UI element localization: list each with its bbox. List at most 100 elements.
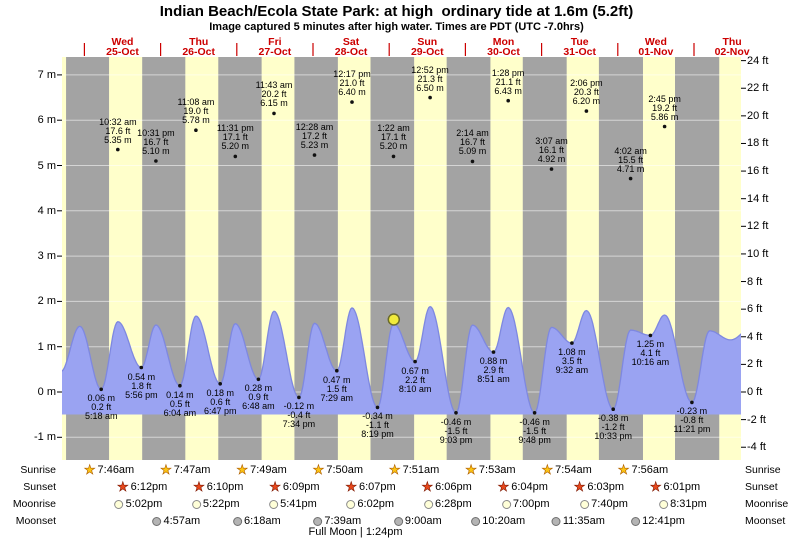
tide-annotation: 1.25 m 4.1 ft 10:16 am [632,340,670,367]
tide-annotation: -0.23 m -0.8 ft 11:21 pm [673,407,710,434]
moonrise-moon-icon [191,499,201,509]
y-axis-label-m: -1 m [34,431,56,444]
y-axis-label-m: 6 m [37,114,56,127]
tide-point-dot [194,128,198,132]
day-label: Wed 01-Nov [638,37,673,58]
moonset-entry: 12:41pm [631,515,685,527]
tide-point-dot [470,159,475,164]
tide-point-dot [491,350,496,354]
tide-point-dot [662,124,667,129]
tide-time-label: 7:34 pm [282,419,316,430]
tide-annotation: 0.54 m 1.8 ft 5:56 pm [125,372,158,400]
y-axis-label-m: 5 m [37,159,56,172]
tide-m-label: -0.46 m [519,416,550,427]
y-axis-label-ft: -4 ft [747,441,766,454]
day-date: 27-Oct [258,46,292,58]
tide-point-dot [648,333,653,338]
tide-point-dot [272,111,276,116]
tide-annotation: 10:32 am 17.6 ft 5.35 m [99,117,137,145]
sunrise-star-icon: ★ [236,462,249,477]
sunrise-star-icon: ★ [160,462,172,477]
sunrise-star-icon: ★ [83,462,96,477]
sunset-star-icon: ★ [345,479,357,494]
y-axis-label-ft: -2 ft [747,413,766,426]
tide-ft-label: 21.0 ft [339,78,365,89]
tide-annotation: 1.08 m 3.5 ft 9:32 am [556,348,589,375]
tide-time-label: 1:22 am [377,123,410,134]
tide-point-dot [116,147,120,152]
tide-m-label: -0.12 m [283,401,315,412]
sunset-entry: ★ 6:09pm [269,480,320,494]
tide-ft-label: 0.5 ft [169,398,190,409]
tide-time-label: 11:43 am [255,80,293,91]
moonrise-moon-icon [423,499,433,509]
tide-annotation: 2:45 pm 19.2 ft 5.86 m [648,93,681,122]
sunset-time: 6:07pm [358,481,396,493]
y-axis-label-ft: 16 ft [747,165,769,178]
tide-ft-label: 19.2 ft [652,102,678,113]
tide-point-dot [549,167,554,171]
tide-ft-label: -0.8 ft [680,415,704,426]
tide-point-dot [628,176,633,181]
tide-m-label: 5.23 m [300,140,329,151]
tide-m-label: 0.06 m [87,393,115,404]
tide-ft-label: 21.1 ft [495,76,521,87]
moonrise-time: 8:31pm [670,498,707,510]
sunrise-star-icon: ★ [388,462,401,477]
tide-time-label: 4:02 am [614,145,647,156]
moonset-time: 7:39am [324,515,362,527]
day-date: 31-Oct [563,46,597,58]
sunrise-entry: ★ 7:46am [83,462,135,477]
tide-annotation: 0.67 m 2.2 ft 8:10 am [399,366,432,394]
tide-ft-label: -1.5 ft [444,425,468,436]
moonrise-entry: 7:00pm [501,498,550,510]
moonset-moon-icon [232,516,242,526]
sunset-entry: ★ 6:06pm [421,480,472,494]
tide-time-label: 2:45 pm [648,93,681,104]
moonrise-entry: 5:41pm [269,498,317,510]
moonset-moon-icon [393,516,403,526]
sunrise-star-icon: ★ [617,462,630,477]
tide-ft-label: 0.6 ft [210,396,231,407]
day-name: Thu [722,36,742,48]
tide-m-label: 5.20 m [379,141,408,152]
tide-point-dot [532,411,537,415]
day-label: Thu 02-Nov [715,36,750,58]
tide-time-label: 10:31 pm [137,127,175,138]
moonrise-time: 5:41pm [280,498,317,510]
moonrise-time: 5:02pm [125,498,163,510]
tide-ft-label: 16.1 ft [538,145,564,156]
y-axis-label-m: 4 m [37,204,56,217]
tide-ft-label: 15.5 ft [618,154,644,165]
tide-annotation: -0.46 m -1.5 ft 9:48 pm [518,416,551,445]
sunrise-time: 7:54am [555,464,592,476]
y-axis-label-m: 2 m [37,295,56,308]
tide-annotation: 2:14 am 16.7 ft 5.09 m [456,129,489,156]
day-label: Wed 25-Oct [106,37,139,58]
sunset-star-icon: ★ [193,479,205,494]
day-label: Mon 30-Oct [487,37,520,58]
tide-m-label: 0.47 m [322,374,351,385]
day-name: Thu [189,36,209,48]
moonrise-entry: 6:02pm [346,498,394,510]
plot-group [62,57,741,460]
tide-annotation: 1:22 am 17.1 ft 5.20 m [377,124,410,151]
tide-point-dot [297,395,301,400]
tide-annotation: -0.34 m -1.1 ft 8:19 pm [361,412,394,439]
moonrise-time: 7:40pm [591,498,628,510]
tide-m-label: 0.88 m [479,356,508,367]
sunrise-star-icon: ★ [312,462,325,477]
moonrise-row-label-right: Moonrise [745,498,789,510]
day-date: 29-Oct [410,46,444,58]
page-subtitle: Image captured 5 minutes after high wate… [209,21,584,33]
tide-point-dot [428,95,432,100]
tide-point-dot [391,154,396,159]
sunrise-time: 7:51am [402,464,440,476]
tide-annotation: 0.14 m 0.5 ft 6:04 am [164,390,197,418]
moonrise-entry: 5:22pm [191,498,240,510]
moonrise-time: 7:00pm [512,498,550,510]
moonset-row-label-left: Moonset [15,515,56,527]
tide-ft-label: -1.1 ft [365,420,389,431]
tide-annotation: 10:31 pm 16.7 ft 5.10 m [137,127,175,156]
